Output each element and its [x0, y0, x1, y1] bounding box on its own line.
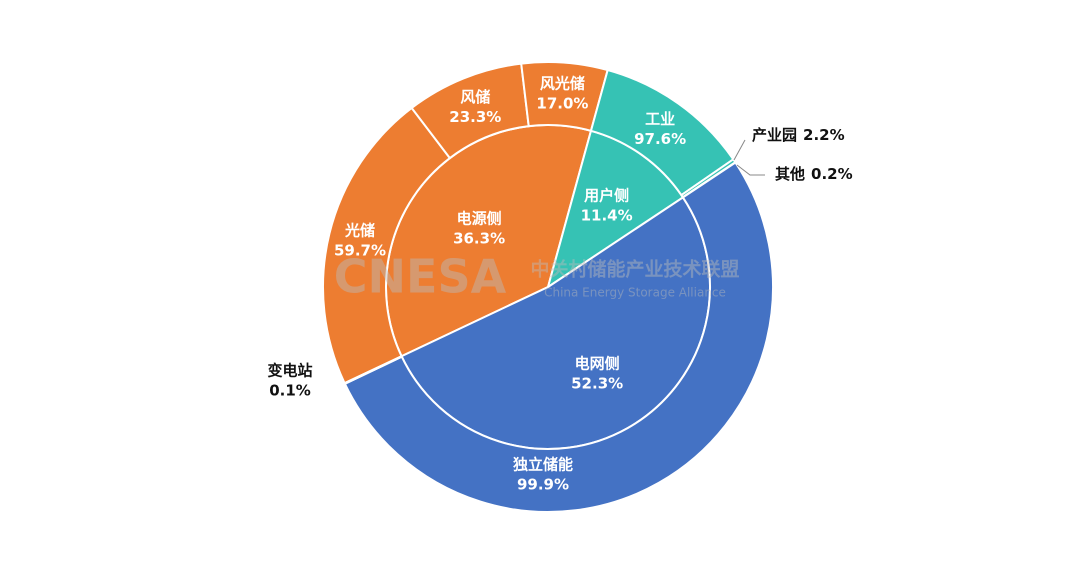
- slice-name: 用户侧: [584, 186, 629, 204]
- slice-name: 光储: [344, 222, 375, 240]
- slice-value-label: 97.6%: [634, 130, 686, 148]
- slice-name: 工业: [645, 110, 675, 128]
- watermark-name-en: China Energy Storage Alliance: [544, 286, 726, 300]
- slice-name: 风光储: [540, 75, 585, 93]
- slice-name: 其他: [775, 165, 805, 183]
- slice-name: 风储: [460, 88, 490, 106]
- watermark-name: 中关村储能产业技术联盟: [530, 258, 739, 281]
- slice-name: 变电站: [267, 362, 312, 380]
- slice-value-label: 17.0%: [536, 95, 588, 113]
- outer-slice: [343, 354, 404, 386]
- slice-value-label: 59.7%: [334, 242, 386, 260]
- slice-label: 产业园 2.2%: [752, 126, 845, 144]
- slice-value-label: 11.4%: [581, 206, 633, 224]
- leader-line: [733, 139, 746, 161]
- slice-value-label: 52.3%: [571, 375, 623, 393]
- slice-value-label: 0.1%: [269, 382, 311, 400]
- slice-name: 电源侧: [457, 210, 502, 228]
- outer-slice: [343, 161, 774, 513]
- slice-value-label: 23.3%: [449, 108, 501, 126]
- slice-name: 电网侧: [575, 355, 620, 373]
- labels: 电源侧 36.3% 光储 59.7% 风储 23.3% 风光储 17.0% 用户侧 11.4% 工业…: [267, 75, 852, 494]
- watermark-logo: CNESA: [334, 250, 507, 304]
- slice-value-label: 2.2%: [803, 126, 845, 144]
- leader-line: [736, 164, 765, 176]
- slice-value-label: 0.2%: [811, 165, 853, 183]
- slices: [322, 61, 774, 513]
- slice-label: 其他 0.2%: [775, 165, 853, 183]
- slice-value-label: 36.3%: [453, 230, 505, 248]
- slice-name: 独立储能: [513, 456, 573, 474]
- slice-value-label: 99.9%: [517, 476, 569, 494]
- slice-name: 产业园: [752, 126, 797, 144]
